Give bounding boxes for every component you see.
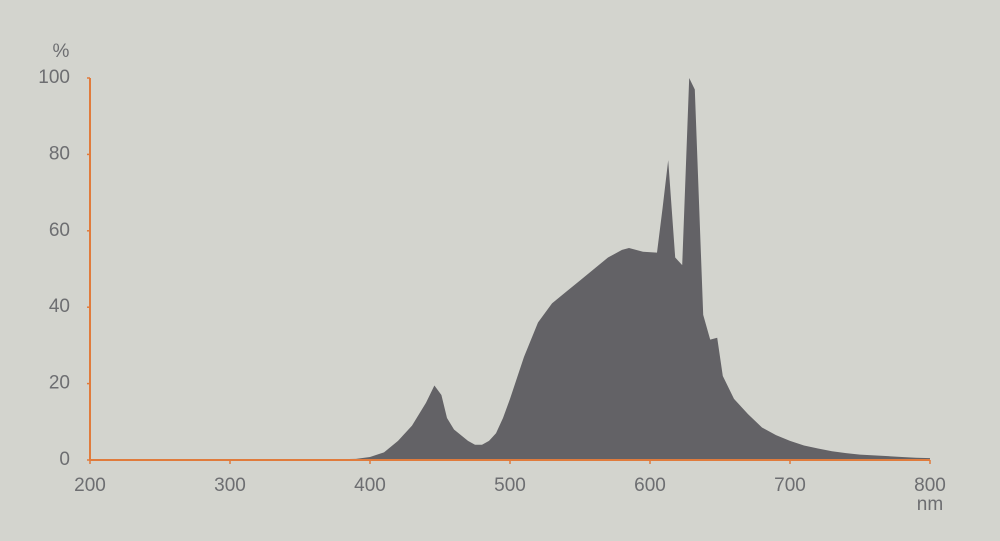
y-tick-label: 60 xyxy=(49,220,70,241)
x-tick-label: 700 xyxy=(774,475,806,496)
x-tick-label: 400 xyxy=(354,475,386,496)
x-axis-label: nm xyxy=(917,494,943,515)
y-axis-label: % xyxy=(53,41,70,62)
y-tick-label: 0 xyxy=(59,449,70,470)
y-tick-label: 80 xyxy=(49,143,70,164)
x-tick-label: 200 xyxy=(74,475,106,496)
x-tick-label: 800 xyxy=(914,475,946,496)
y-tick-label: 20 xyxy=(49,373,70,394)
y-tick-label: 40 xyxy=(49,296,70,317)
x-tick-label: 500 xyxy=(494,475,526,496)
y-tick-label: 100 xyxy=(38,67,70,88)
spectrum-area xyxy=(335,78,930,460)
x-tick-label: 600 xyxy=(634,475,666,496)
x-tick-label: 300 xyxy=(214,475,246,496)
